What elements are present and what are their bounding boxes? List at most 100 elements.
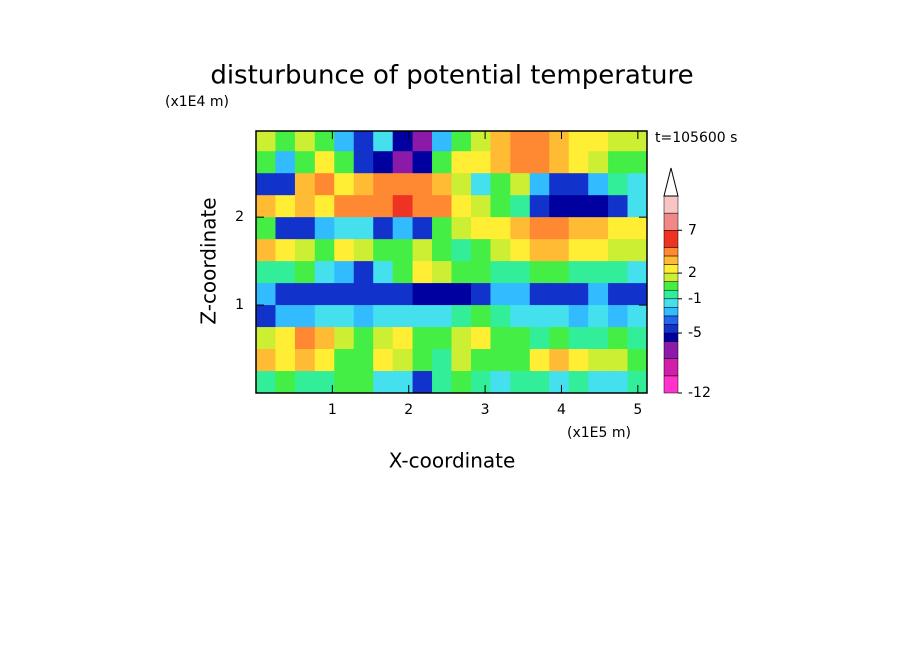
cell — [608, 173, 629, 196]
cell — [294, 327, 316, 350]
cell — [549, 217, 570, 240]
cell — [412, 371, 433, 393]
colorbar-segment — [663, 272, 679, 282]
cell — [588, 239, 609, 262]
cell — [627, 283, 647, 306]
cell — [529, 195, 550, 218]
cell — [568, 151, 589, 174]
cell — [490, 173, 511, 196]
cell — [568, 195, 589, 218]
cell — [510, 327, 531, 350]
cell — [373, 131, 394, 152]
cell — [334, 305, 355, 328]
cell — [627, 349, 647, 372]
cell — [470, 239, 491, 262]
colorbar-segment — [663, 212, 679, 231]
cell — [470, 371, 491, 393]
cell — [510, 283, 531, 306]
cell — [608, 195, 629, 218]
cell — [275, 217, 296, 240]
cell — [334, 283, 355, 306]
cell — [432, 327, 452, 350]
cell — [608, 371, 629, 393]
cell — [470, 195, 491, 218]
cell — [334, 371, 355, 393]
cell — [627, 371, 647, 393]
cell — [314, 327, 335, 350]
cell — [588, 371, 609, 393]
cell — [451, 283, 472, 306]
x-tick-label: 4 — [557, 402, 566, 418]
cell — [256, 283, 276, 306]
cell — [256, 173, 276, 196]
cell — [568, 173, 589, 196]
cell — [294, 173, 316, 196]
cell — [412, 195, 433, 218]
cell — [392, 195, 414, 218]
cell — [353, 131, 374, 152]
cell — [490, 151, 511, 174]
cell — [432, 151, 452, 174]
cell — [412, 349, 433, 372]
cell — [529, 349, 550, 372]
cell — [588, 283, 609, 306]
cell — [510, 349, 531, 372]
cell — [294, 305, 316, 328]
cell — [529, 131, 550, 152]
cell — [549, 283, 570, 306]
cell — [510, 261, 531, 284]
cell — [588, 173, 609, 196]
cell — [275, 261, 296, 284]
colorbar-extend — [663, 167, 679, 197]
cell — [294, 131, 316, 152]
cell — [294, 217, 316, 240]
cell — [588, 131, 609, 152]
cell — [549, 151, 570, 174]
cell — [314, 371, 335, 393]
cell — [432, 349, 452, 372]
colorbar-segment — [663, 375, 679, 394]
cell — [588, 217, 609, 240]
cell — [627, 195, 647, 218]
cell — [568, 349, 589, 372]
cell — [256, 327, 276, 350]
cell — [470, 327, 491, 350]
cell — [412, 283, 433, 306]
colorbar-segment — [663, 247, 679, 257]
cell — [392, 305, 414, 328]
colorbar-segment — [663, 324, 679, 334]
cell — [568, 131, 589, 152]
cell — [608, 217, 629, 240]
cell — [451, 305, 472, 328]
cell — [392, 239, 414, 262]
cell — [256, 349, 276, 372]
x-tick-label: 5 — [633, 402, 642, 418]
cell — [627, 217, 647, 240]
cell — [451, 371, 472, 393]
cell — [568, 327, 589, 350]
cell — [568, 305, 589, 328]
cell — [373, 305, 394, 328]
cell — [392, 217, 414, 240]
cell — [549, 305, 570, 328]
cell — [275, 131, 296, 152]
cell — [549, 261, 570, 284]
cell — [432, 371, 452, 393]
colorbar-tick-label: 2 — [688, 265, 697, 281]
colorbar-tick-label: -1 — [688, 291, 702, 307]
cell — [510, 217, 531, 240]
cell — [294, 261, 316, 284]
cell — [275, 349, 296, 372]
cell — [568, 239, 589, 262]
cell — [608, 283, 629, 306]
cell — [470, 261, 491, 284]
cell — [451, 195, 472, 218]
cell — [275, 327, 296, 350]
cell — [470, 305, 491, 328]
chart-title: disturbunce of potential temperature — [210, 61, 693, 91]
cell — [529, 239, 550, 262]
cell — [294, 349, 316, 372]
cell — [334, 151, 355, 174]
cell — [490, 349, 511, 372]
cell — [334, 261, 355, 284]
